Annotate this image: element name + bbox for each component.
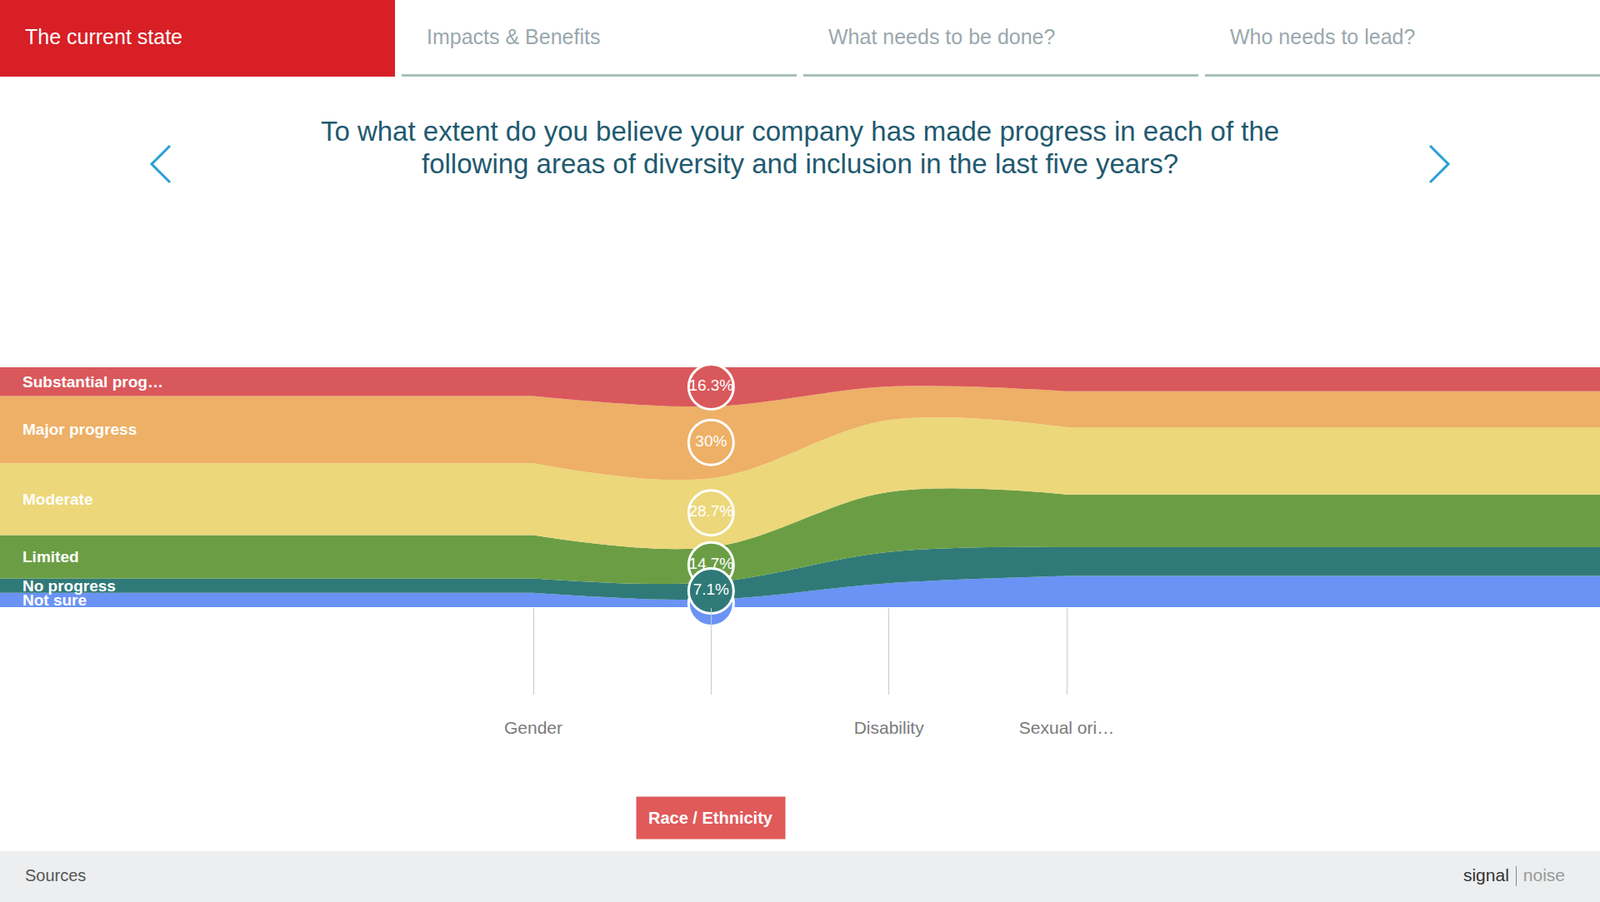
html-text:signal: signal xyxy=(1463,865,1509,885)
svg-text:Major progress: Major progress xyxy=(22,420,137,439)
svg-text:14.7%: 14.7% xyxy=(688,555,734,573)
svg-text:Gender: Gender xyxy=(504,718,563,738)
svg-text:Moderate: Moderate xyxy=(22,490,93,509)
svg-text:28.7%: 28.7% xyxy=(688,502,734,520)
svg-text:Disability: Disability xyxy=(854,718,925,738)
svg-text:Not sure: Not sure xyxy=(22,591,87,610)
html-text:Impacts & Benefits: Impacts & Benefits xyxy=(426,25,601,49)
svg-text:16.3%: 16.3% xyxy=(688,376,734,395)
svg-text:No progress: No progress xyxy=(22,577,116,595)
html-text:The current state: The current state xyxy=(25,25,183,49)
svg-text:30%: 30% xyxy=(695,432,727,450)
html-text:To what extent do you believe: To what extent do you believe your compa… xyxy=(320,115,1280,180)
html-text:noise: noise xyxy=(1523,865,1565,885)
svg-text:7.1%: 7.1% xyxy=(693,580,730,599)
html-text:What needs to be done?: What needs to be done? xyxy=(828,25,1056,49)
svg-text:Race / Ethnicity: Race / Ethnicity xyxy=(648,809,774,828)
svg-text:Limited: Limited xyxy=(22,548,80,566)
svg-text:Sexual ori…: Sexual ori… xyxy=(1019,718,1115,738)
svg-text:Substantial prog…: Substantial prog… xyxy=(22,373,164,391)
html-text:Who needs to lead?: Who needs to lead? xyxy=(1230,25,1416,49)
html-text:Sources: Sources xyxy=(25,866,87,885)
